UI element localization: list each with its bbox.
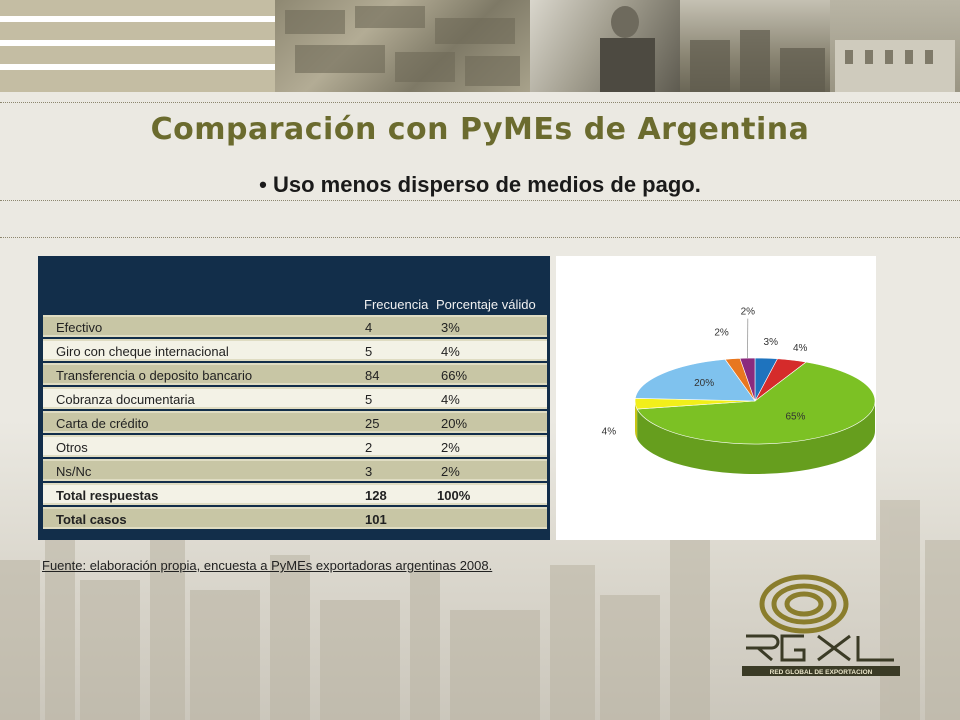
pie-side: [637, 401, 875, 475]
divider-top: [0, 102, 960, 103]
table-row: Otros 2 2%: [43, 435, 547, 457]
pie-label: 3%: [764, 337, 779, 348]
pie-label: 2%: [714, 327, 729, 338]
row-label: Efectivo: [56, 320, 103, 335]
pie-label: 65%: [785, 412, 805, 423]
row-pct: 100%: [437, 488, 471, 503]
banner-photo-palace: [830, 0, 960, 92]
pie-label: 4%: [793, 343, 808, 354]
pie-label: 2%: [741, 307, 756, 318]
row-freq: 2: [365, 440, 373, 455]
row-label: Ns/Nc: [56, 464, 92, 479]
row-freq: 84: [365, 368, 380, 383]
pie-label: 20%: [694, 378, 714, 389]
divider-middle: [0, 200, 960, 201]
rgx-logo: RED GLOBAL DE EXPORTACION: [740, 572, 905, 687]
pie-label: 4%: [602, 426, 617, 437]
row-freq: 101: [365, 512, 387, 527]
row-label: Total respuestas: [56, 488, 159, 503]
row-pct: 2%: [441, 440, 460, 455]
table-row-total-respuestas: Total respuestas 128 100%: [43, 483, 547, 505]
table-row-total-casos: Total casos 101: [43, 507, 547, 529]
divider-lower: [0, 237, 960, 238]
table-row: Transferencia o deposito bancario 84 66%: [43, 363, 547, 385]
row-freq: 128: [365, 488, 387, 503]
pie-slice: [634, 359, 756, 402]
row-label: Otros: [56, 440, 88, 455]
table-row: Ns/Nc 3 2%: [43, 459, 547, 481]
row-freq: 4: [365, 320, 373, 335]
table-row: Carta de crédito 25 20%: [43, 411, 547, 433]
row-freq: 5: [365, 344, 373, 359]
header-porcentaje: Porcentaje válido: [436, 297, 536, 312]
row-label: Carta de crédito: [56, 416, 149, 431]
page-title: Comparación con PyMEs de Argentina: [150, 112, 810, 147]
table-row: Cobranza documentaria 5 4%: [43, 387, 547, 409]
header-banner: [0, 0, 960, 92]
row-label: Giro con cheque internacional: [56, 344, 229, 359]
page-subtitle: • Uso menos disperso de medios de pago.: [259, 172, 701, 197]
source-note: Fuente: elaboración propia, encuesta a P…: [42, 558, 493, 573]
banner-stripes: [0, 0, 275, 92]
banner-photo-office: [530, 0, 680, 92]
logo-tagline: RED GLOBAL DE EXPORTACION: [770, 669, 873, 676]
payment-methods-table: Frecuencia Porcentaje válido Efectivo 4 …: [38, 256, 550, 540]
row-pct: 20%: [441, 416, 468, 431]
row-pct: 4%: [441, 344, 460, 359]
row-freq: 5: [365, 392, 373, 407]
pie-chart-panel: 3% 4% 65% 4% 20% 2% 2%: [556, 256, 876, 540]
banner-photo-containers: [275, 0, 530, 92]
row-pct: 3%: [441, 320, 460, 335]
row-label: Transferencia o deposito bancario: [56, 368, 253, 383]
banner-photo-port: [680, 0, 830, 92]
pie-chart: 3% 4% 65% 4% 20% 2% 2%: [602, 307, 876, 475]
table-row: Giro con cheque internacional 5 4%: [43, 339, 547, 361]
row-label: Total casos: [56, 512, 127, 527]
row-pct: 2%: [441, 464, 460, 479]
header-frecuencia: Frecuencia: [364, 297, 429, 312]
row-label: Cobranza documentaria: [56, 392, 195, 407]
row-pct: 66%: [441, 368, 468, 383]
table-row: Efectivo 4 3%: [43, 315, 547, 337]
row-pct: 4%: [441, 392, 460, 407]
row-freq: 3: [365, 464, 373, 479]
row-freq: 25: [365, 416, 380, 431]
pie-side: [635, 401, 638, 440]
pie-slice: [636, 361, 876, 445]
